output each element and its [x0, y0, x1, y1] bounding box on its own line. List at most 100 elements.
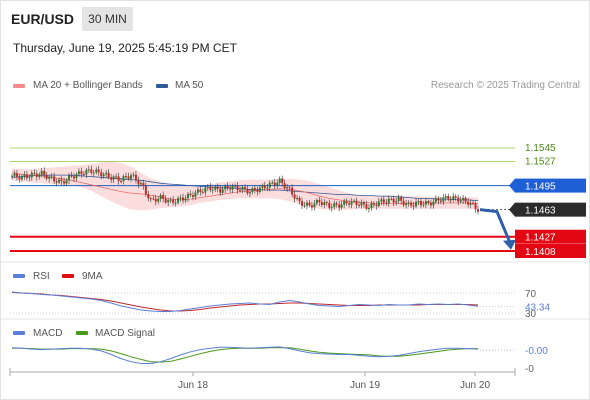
macd-signal-legend-label: MACD Signal [95, 328, 156, 339]
rsi-level-label: 70 [525, 289, 537, 300]
x-tick-label: Jun 18 [178, 380, 208, 391]
candle-body [201, 191, 204, 193]
candle-body [139, 182, 142, 185]
candle-body [226, 185, 229, 189]
candle-body [177, 197, 180, 203]
candle-body [452, 196, 455, 200]
candle-body [464, 197, 467, 202]
candle-body [303, 205, 306, 207]
candle-body [219, 188, 222, 193]
candle-body [157, 198, 160, 202]
candle-body [266, 187, 269, 189]
candle-body [298, 197, 301, 202]
candle-body [15, 173, 18, 178]
candle-body [291, 187, 294, 195]
candle-body [320, 202, 323, 205]
candle-body [370, 203, 373, 209]
candle-body [293, 194, 296, 199]
candle-body [405, 203, 408, 206]
ma50-legend-label: MA 50 [175, 80, 204, 91]
candle-body [68, 175, 71, 181]
candle-body [224, 185, 227, 190]
candle-body [340, 204, 343, 208]
candle-body [169, 199, 172, 201]
candle-body [48, 176, 51, 179]
datetime-label: Thursday, June 19, 2025 5:45:19 PM CET [13, 41, 237, 55]
candle-body [110, 177, 113, 180]
candle-body [286, 187, 289, 189]
rsi-ma-line [11, 292, 479, 312]
candle-body [328, 202, 331, 208]
support-label: 1.1427 [525, 233, 556, 244]
candle-body [70, 175, 73, 177]
candle-body [231, 186, 234, 190]
candle-body [58, 179, 61, 183]
candle-body [117, 176, 120, 181]
candle-body [367, 208, 370, 210]
candle-body [216, 186, 219, 189]
candle-body [95, 169, 98, 173]
candle-body [350, 201, 353, 205]
candle-body [477, 209, 479, 212]
candle-body [402, 200, 405, 206]
rsi-legend-label: RSI [33, 271, 50, 282]
candle-body [87, 169, 90, 171]
candle-body [439, 200, 442, 202]
candle-body [142, 182, 145, 186]
rsi-legend-swatch [13, 274, 25, 278]
candle-body [209, 186, 212, 190]
candle-body [137, 180, 140, 185]
candle-body [444, 196, 447, 198]
candle-body [65, 180, 68, 184]
candle-body [372, 203, 375, 205]
candle-body [417, 200, 420, 202]
support-tag [515, 229, 586, 244]
projection-arrowhead [503, 239, 516, 250]
candle-body [263, 185, 266, 189]
candle-body [315, 199, 318, 204]
candle-body [174, 202, 177, 204]
candle-body [253, 188, 256, 191]
candle-body [415, 201, 418, 207]
support-label: 1.1408 [525, 247, 556, 258]
candle-body [362, 202, 365, 205]
candle-body [296, 197, 299, 199]
candle-body [377, 201, 380, 207]
candle-body [276, 182, 279, 186]
candle-body [244, 187, 246, 190]
candle-body [80, 171, 83, 175]
candle-body [288, 187, 291, 189]
candle-body [75, 174, 78, 179]
candle-body [196, 189, 199, 193]
rsi-ma-legend-label: 9MA [82, 271, 103, 282]
x-tick-label: Jun 19 [350, 380, 380, 391]
candle-body [186, 193, 189, 199]
macd-legend-label: MACD [33, 328, 63, 339]
support-tag [515, 244, 586, 258]
macd-tick-label: -0.00 [525, 346, 548, 357]
candle-body [164, 198, 167, 203]
candle-body [462, 197, 465, 201]
candle-body [442, 197, 445, 202]
candle-body [28, 177, 31, 179]
candle-body [387, 198, 390, 204]
candle-body [234, 185, 237, 187]
candle-body [229, 188, 232, 190]
candle-body [11, 175, 13, 177]
candle-body [447, 196, 450, 200]
candle-body [246, 189, 249, 194]
candle-body [395, 201, 398, 203]
candle-body [125, 176, 128, 178]
candle-body [422, 204, 425, 206]
candle-body [308, 202, 311, 206]
candle-body [25, 174, 28, 179]
candle-body [273, 182, 276, 186]
candle-body [305, 202, 308, 206]
timeframe-button[interactable]: 30 MIN [82, 7, 133, 31]
resistance-label: 1.1545 [525, 143, 556, 154]
candle-body [194, 192, 197, 197]
candle-body [120, 180, 123, 182]
candle-body [63, 181, 66, 184]
candle-body [154, 198, 157, 202]
candle-body [410, 202, 413, 206]
